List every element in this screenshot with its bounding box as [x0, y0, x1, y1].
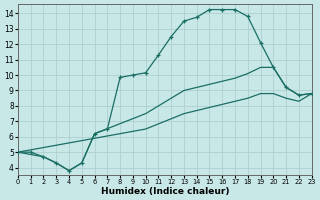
X-axis label: Humidex (Indice chaleur): Humidex (Indice chaleur)	[100, 187, 229, 196]
